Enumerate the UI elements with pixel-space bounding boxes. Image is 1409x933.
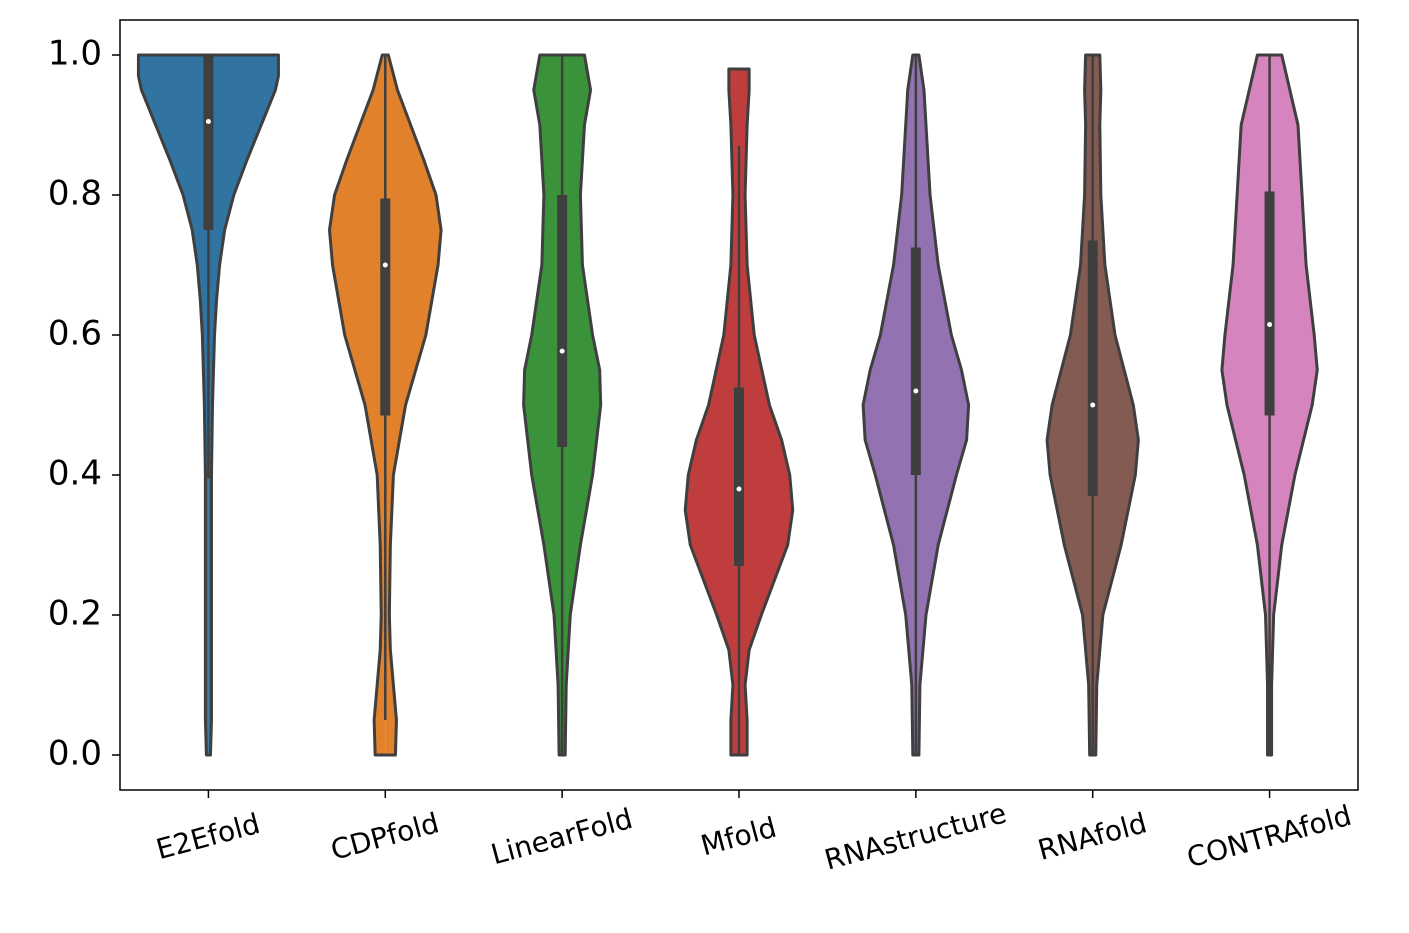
median <box>1090 402 1096 408</box>
x-tick-label: RNAfold <box>1034 806 1150 867</box>
y-tick-label: 1.0 <box>48 34 102 74</box>
median <box>913 388 919 394</box>
violin-outline <box>861 53 971 757</box>
x-tick-label: CONTRAfold <box>1183 799 1354 875</box>
median <box>736 486 742 492</box>
y-tick-label: 0.6 <box>48 314 102 354</box>
violin-fill <box>1092 55 1139 755</box>
violin-fill <box>739 69 793 755</box>
x-tick-label: E2Efold <box>153 807 264 866</box>
violin-fill <box>562 55 601 755</box>
violin-outline <box>1220 53 1319 757</box>
y-tick-label: 0.8 <box>48 174 102 214</box>
violin-fill <box>385 55 442 755</box>
violin-fill <box>915 55 969 755</box>
violin-outline <box>522 53 603 757</box>
median <box>559 348 565 354</box>
violin-fill <box>208 55 279 755</box>
median <box>382 262 388 268</box>
violin-outline <box>136 53 280 757</box>
x-tick-label: LinearFold <box>488 802 636 871</box>
x-tick-label: RNAstructure <box>821 796 1010 876</box>
violin-fill <box>138 55 209 755</box>
x-tick-label: Mfold <box>697 811 780 863</box>
violin-fill <box>523 55 563 755</box>
y-tick-label: 0.4 <box>48 454 102 494</box>
violin-outline <box>1045 53 1140 757</box>
x-tick-label: CDPfold <box>327 806 442 866</box>
median <box>1267 322 1273 327</box>
y-tick-label: 0.2 <box>48 594 102 634</box>
violin-outline <box>683 67 795 757</box>
violin-fill <box>1221 55 1270 755</box>
violin-fill <box>1047 55 1093 755</box>
y-tick-label: 0.0 <box>48 734 102 774</box>
violin-fill <box>329 55 386 755</box>
violin-fill <box>1269 55 1318 755</box>
median <box>205 119 211 124</box>
violin-fill <box>863 55 916 755</box>
violin-outline <box>327 53 443 757</box>
violin-fill <box>685 69 739 755</box>
